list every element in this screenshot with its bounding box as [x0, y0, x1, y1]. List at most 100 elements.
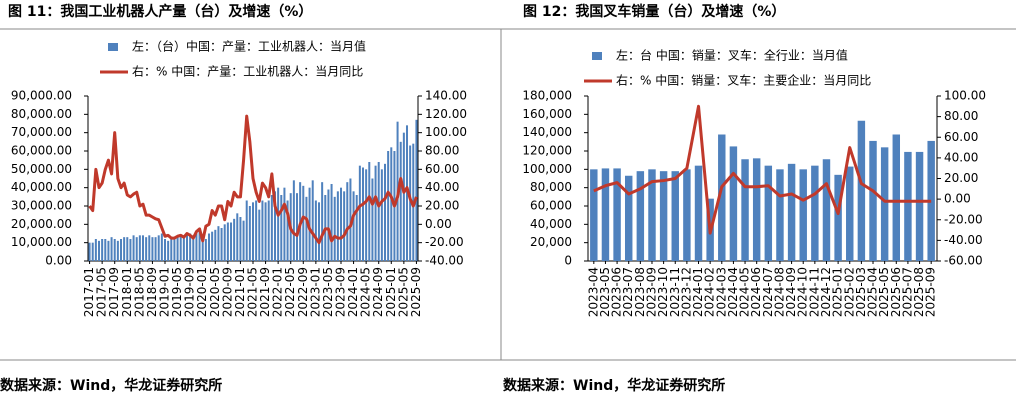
bar	[904, 151, 912, 261]
y2-tick-label: 120.00	[425, 107, 467, 121]
bar	[189, 233, 192, 261]
x-tick-label: 2025-02	[842, 267, 856, 317]
bar	[107, 240, 110, 261]
bar	[358, 165, 361, 261]
bar	[148, 235, 151, 261]
bar	[857, 120, 866, 261]
bar	[145, 237, 148, 261]
x-tick-label: 2021-05	[246, 267, 260, 317]
bar	[311, 180, 314, 261]
bar	[330, 184, 333, 261]
y2-tick-label: 0.00	[425, 217, 452, 231]
bar	[892, 134, 901, 261]
x-tick-label: 2022-01	[271, 267, 285, 317]
bar	[648, 169, 656, 261]
bar	[776, 169, 784, 261]
bar	[741, 159, 749, 261]
x-tick-label: 2024-05	[359, 267, 373, 317]
y-tick-label: 0.00	[45, 254, 72, 268]
x-tick-label: 2023-11	[668, 267, 682, 317]
x-tick-label: 2024-08	[772, 267, 786, 317]
bar	[799, 169, 807, 261]
bar	[286, 200, 289, 261]
y2-tick-label: 20.00	[425, 199, 459, 213]
bar	[295, 193, 299, 261]
bar	[192, 235, 195, 261]
y-tick-label: 80,000.00	[11, 107, 72, 121]
bar	[207, 233, 211, 261]
bar	[198, 229, 201, 261]
x-tick-label: 2023-05	[321, 267, 335, 317]
line	[593, 104, 932, 235]
bar	[752, 158, 761, 261]
bar	[390, 147, 393, 261]
bar	[822, 159, 831, 261]
bar	[248, 206, 251, 261]
bar	[185, 235, 189, 261]
bar	[170, 237, 173, 261]
x-tick-label: 2020-01	[195, 267, 209, 317]
bar	[402, 132, 405, 261]
bar	[302, 185, 305, 261]
chart-title: 图 12：我国叉车销量（台）及增速（%）	[523, 3, 785, 20]
x-tick-label: 2023-09	[644, 267, 658, 317]
x-tick-label: 2023-04	[586, 267, 600, 317]
y2-tick-label: 60.00	[425, 162, 459, 176]
bar	[352, 191, 355, 261]
legend-label: 右：% 中国：产量：工业机器人：当月同比	[132, 64, 363, 79]
x-tick-label: 2024-10	[796, 267, 810, 317]
bar	[91, 242, 94, 261]
bar	[151, 237, 154, 261]
bar	[233, 218, 236, 261]
bar	[336, 191, 339, 261]
bar	[383, 163, 387, 261]
bar	[110, 237, 113, 261]
bar	[138, 235, 141, 261]
bar	[365, 169, 368, 261]
x-tick-label: 2017-05	[95, 267, 109, 317]
x-tick-label: 2023-05	[598, 267, 612, 317]
bar	[409, 145, 412, 261]
bar	[220, 228, 223, 261]
bar	[590, 169, 598, 261]
bar	[355, 195, 358, 261]
x-tick-label: 2024-09	[784, 267, 798, 317]
bar	[160, 233, 163, 261]
bar	[346, 182, 349, 261]
y-tick-label: 20,000.00	[11, 217, 72, 231]
x-tick-label: 2022-09	[296, 267, 310, 317]
y-tick-label: 100,000	[522, 162, 572, 176]
y2-tick-label: 40.00	[944, 150, 978, 164]
bar	[314, 200, 317, 261]
x-tick-label: 2022-05	[283, 267, 297, 317]
x-tick-label: 2018-09	[145, 267, 159, 317]
x-tick-label: 2023-06	[610, 267, 624, 317]
bar	[163, 239, 167, 261]
bar	[292, 180, 295, 261]
x-tick-label: 2017-09	[107, 267, 121, 317]
bar	[349, 178, 352, 261]
bar	[270, 195, 273, 261]
bar	[305, 196, 308, 261]
chart-title: 图 11：我国工业机器人产量（台）及增速（%）	[8, 3, 312, 20]
y-tick-label: 120,000	[522, 144, 572, 158]
bar	[126, 237, 129, 261]
bar	[273, 191, 277, 261]
bar	[869, 140, 877, 261]
y-tick-label: 160,000	[522, 107, 572, 121]
y-tick-label: 0	[564, 254, 572, 268]
x-tick-label: 2023-01	[308, 267, 322, 317]
x-tick-label: 2023-12	[679, 267, 693, 317]
x-tick-label: 2025-05	[877, 267, 891, 317]
bar	[694, 165, 703, 261]
bar	[157, 235, 160, 261]
y2-tick-label: 20.00	[944, 171, 978, 185]
x-tick-label: 2025-01	[831, 267, 845, 317]
x-tick-label: 2019-01	[158, 267, 172, 317]
y2-tick-label: -20.00	[425, 235, 464, 249]
bar	[333, 196, 336, 261]
bar	[380, 169, 383, 261]
bar	[119, 239, 123, 261]
bar	[718, 134, 726, 261]
